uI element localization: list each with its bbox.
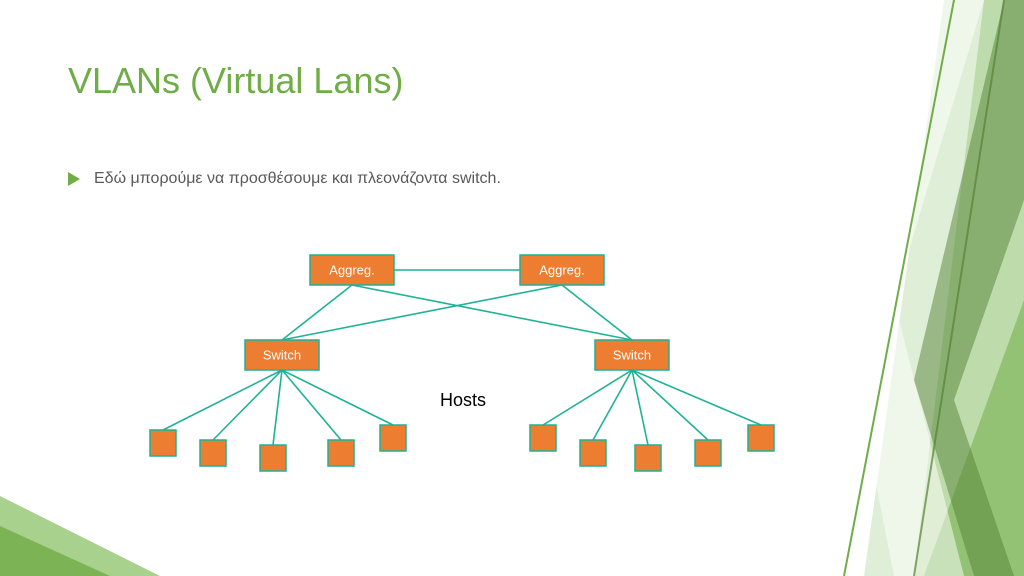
bullet-arrow-icon — [68, 172, 80, 186]
diagram-node-label: Switch — [263, 347, 301, 362]
diagram-edge — [282, 370, 393, 425]
bullet-item: Εδώ μπορούμε να προσθέσουμε και πλεονάζο… — [68, 170, 501, 188]
slide-decoration-right — [804, 0, 1024, 576]
diagram-node — [595, 340, 669, 370]
diagram-edge — [593, 370, 632, 440]
slide-decoration-corner — [0, 456, 200, 576]
diagram-node-label: Switch — [613, 347, 651, 362]
diagram-node — [245, 340, 319, 370]
diagram-node — [200, 440, 226, 466]
diagram-node — [328, 440, 354, 466]
diagram-node — [310, 255, 394, 285]
slide: { "title": { "text": "VLANs (Virtual Lan… — [0, 0, 1024, 576]
hosts-label: Hosts — [440, 390, 486, 411]
slide-title: VLANs (Virtual Lans) — [68, 60, 403, 102]
diagram-edge — [543, 370, 632, 425]
diagram-node-label: Aggreg. — [329, 262, 375, 277]
diagram-edge — [632, 370, 761, 425]
diagram-edge — [273, 370, 282, 445]
bullet-text: Εδώ μπορούμε να προσθέσουμε και πλεονάζο… — [94, 170, 501, 188]
diagram-node — [260, 445, 286, 471]
diagram-edge — [632, 370, 708, 440]
diagram-edge — [562, 285, 632, 340]
diagram-node — [748, 425, 774, 451]
diagram-node — [520, 255, 604, 285]
diagram-edge — [163, 370, 282, 430]
diagram-node — [530, 425, 556, 451]
diagram-node — [695, 440, 721, 466]
diagram-node — [635, 445, 661, 471]
diagram-edge — [282, 285, 352, 340]
diagram-node-label: Aggreg. — [539, 262, 585, 277]
diagram-node — [380, 425, 406, 451]
diagram-node — [580, 440, 606, 466]
diagram-edge — [282, 285, 562, 340]
diagram-node — [150, 430, 176, 456]
diagram-edge — [282, 370, 341, 440]
diagram-edge — [352, 285, 632, 340]
diagram-edge — [213, 370, 282, 440]
diagram-edge — [632, 370, 648, 445]
